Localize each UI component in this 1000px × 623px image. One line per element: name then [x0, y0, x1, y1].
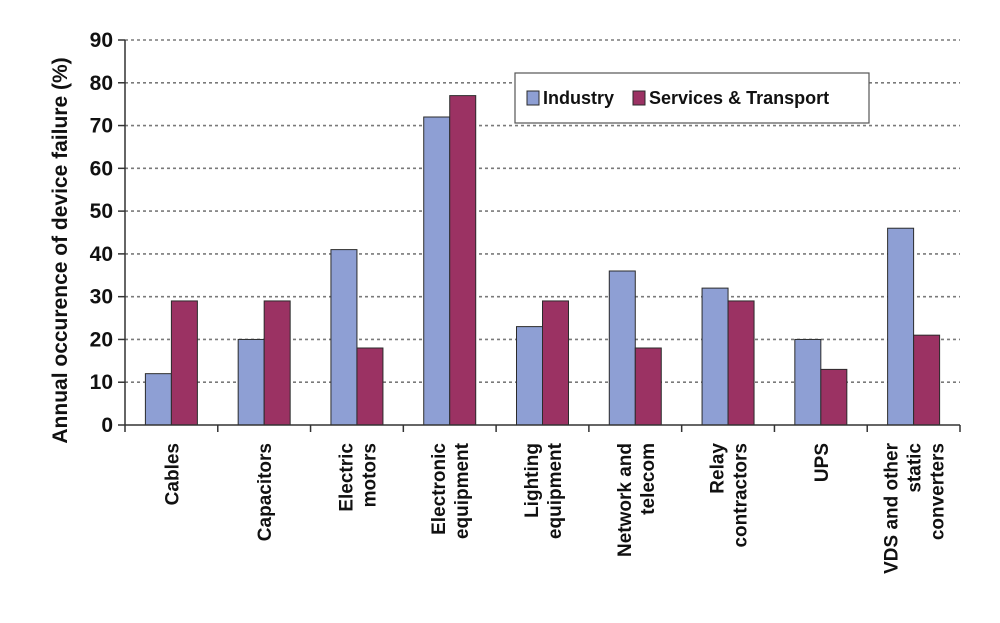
category-label-line: UPS	[812, 443, 833, 482]
legend-swatch-industry	[526, 90, 540, 106]
category-label-line: converters	[928, 443, 949, 540]
category-label: Electronic equipment	[429, 442, 473, 539]
legend-label-services-transport: Services & Transport	[649, 88, 829, 108]
category-label: VDS and other static converters	[882, 442, 949, 574]
bar-industry-7	[794, 338, 822, 426]
y-tick-label: 70	[90, 115, 113, 138]
bar-services-transport-4	[542, 300, 569, 426]
category-label-line: motors	[359, 443, 380, 507]
category-label-line: VDS and other	[882, 442, 903, 574]
bar-industry-0	[144, 373, 172, 426]
category-label-line: telecom	[638, 443, 659, 515]
bar-services-transport-1	[263, 300, 291, 426]
bar-industry-5	[608, 270, 636, 426]
category-label: Relay contractors	[708, 443, 752, 548]
category-label-line: equipment	[545, 442, 566, 539]
category-label-line: Relay	[708, 443, 729, 494]
y-tick-label: 10	[90, 371, 113, 394]
bar-services-transport-0	[170, 300, 198, 426]
y-tick-label: 40	[90, 243, 113, 266]
category-label-line: contractors	[731, 443, 752, 548]
bar-services-transport-3	[449, 95, 477, 426]
legend-swatch-services-transport	[632, 90, 646, 106]
category-label: Lighting equipment	[522, 442, 566, 539]
category-label-line: Network and	[615, 443, 636, 557]
legend-label-industry: Industry	[543, 88, 614, 108]
bar-industry-1	[237, 338, 265, 426]
category-label-line: Cables	[162, 443, 183, 505]
category-label-line: Electric	[336, 443, 357, 512]
y-axis-title: Annual occurence of device failure (%)	[49, 57, 72, 443]
category-label: Electric motors	[336, 443, 380, 512]
y-tick-label: 60	[90, 157, 113, 180]
y-tick-label: 50	[90, 200, 113, 223]
bar-services-transport-8	[913, 334, 941, 426]
category-label-line: equipment	[452, 442, 473, 539]
bar-services-transport-2	[356, 347, 384, 426]
bar-industry-2	[330, 249, 358, 426]
bar-services-transport-7	[820, 368, 848, 426]
bar-services-transport-5	[634, 347, 662, 426]
y-tick-label: 0	[101, 414, 113, 437]
y-tick-label: 90	[90, 29, 113, 52]
bar-industry-6	[701, 287, 729, 426]
category-label: Network and telecom	[615, 443, 659, 557]
category-label-line: Capacitors	[255, 443, 276, 541]
bar-services-transport-6	[727, 300, 755, 426]
y-tick-label: 30	[90, 286, 113, 309]
y-tick-label: 80	[90, 72, 113, 95]
bar-industry-3	[423, 116, 451, 426]
category-label-line: Lighting	[522, 443, 543, 518]
category-label-line: Electronic	[429, 443, 450, 535]
category-label-line: static	[905, 443, 926, 493]
category-label: UPS	[812, 443, 833, 482]
bar-industry-4	[516, 326, 543, 426]
category-label: Capacitors	[255, 443, 276, 541]
legend-box	[514, 72, 870, 124]
bar-industry-8	[887, 227, 915, 426]
y-tick-label: 20	[90, 328, 113, 351]
category-label: Cables	[162, 443, 183, 505]
